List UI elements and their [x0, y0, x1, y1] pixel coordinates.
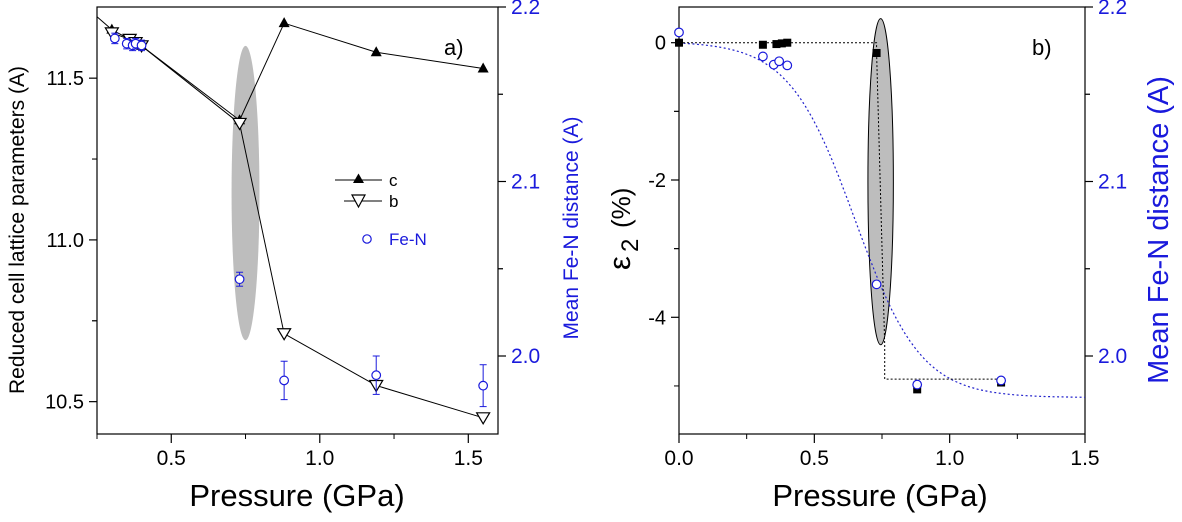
- y2-tick-label: 2.1: [511, 170, 540, 193]
- x-tick-label: 1.5: [1070, 447, 1099, 470]
- y2-tick-label: 2.0: [511, 345, 540, 368]
- fen-circle-point: [997, 376, 1006, 385]
- legend-c-marker: [353, 174, 364, 184]
- series-fen-point: [137, 41, 146, 50]
- series-b-point: [477, 413, 490, 424]
- panel-a-y2label: Mean Fe-N distance (A): [560, 117, 583, 340]
- fen-circle-point: [913, 380, 922, 389]
- y2-tick-label: 2.1: [1098, 170, 1127, 193]
- panel-b-ylabel-unit: (%): [606, 188, 636, 228]
- fen-circle-point: [775, 57, 784, 66]
- y-tick-label: -4: [648, 307, 666, 329]
- panel-b-label: b): [1032, 35, 1052, 60]
- panel-a-ylabel: Reduced cell lattice parameters (A): [6, 66, 29, 394]
- y-tick-label: 0: [655, 33, 666, 55]
- y2-tick-label: 2.2: [511, 0, 540, 19]
- legend-fen-label: Fe-N: [389, 230, 427, 249]
- panel-a-label: a): [444, 35, 464, 60]
- panel-b-ylabel: ε 2 (%): [602, 188, 644, 270]
- series-fen-point: [235, 275, 244, 284]
- series-fen-point: [111, 34, 120, 43]
- x-tick-label: 0.0: [664, 447, 693, 470]
- panel-b-ylabel-symbol: ε: [602, 256, 637, 270]
- panel-b: 0.0 0.5 1.0 1.5 0 -2 -4 2.0 2.1 2.2 b) Pressure…: [602, 0, 1175, 513]
- fen-circle-point: [675, 28, 684, 37]
- series-fen-point: [479, 381, 488, 390]
- x-tick-label: 1.0: [935, 447, 964, 470]
- x-tick-label: 0.5: [800, 447, 829, 470]
- y-tick-label: 10.5: [45, 392, 84, 414]
- y-tick-label: 11.5: [47, 68, 84, 90]
- x-tick-label: 0.5: [157, 447, 186, 470]
- series-c-point: [279, 17, 290, 27]
- fen-circle-point: [759, 52, 768, 61]
- legend-c-label: c: [389, 171, 398, 190]
- series-fen-point: [280, 376, 289, 385]
- panel-b-xlabel: Pressure (GPa): [772, 478, 987, 513]
- strain-square-point: [759, 41, 767, 49]
- legend-b-label: b: [389, 192, 398, 211]
- fen-circle-point: [783, 61, 792, 70]
- panel-b-y2label: Mean Fe-N distance (A): [1143, 76, 1175, 384]
- x-tick-label: 1.0: [305, 447, 334, 470]
- series-b-point: [278, 329, 291, 340]
- strain-step-line: [679, 43, 1001, 383]
- strain-square-point: [873, 49, 881, 57]
- y2-tick-label: 2.2: [1098, 0, 1127, 19]
- y-tick-label: -2: [648, 170, 666, 192]
- series-fen-point: [372, 371, 381, 380]
- legend-fen-marker: [363, 235, 371, 243]
- panel-a-xlabel: Pressure (GPa): [189, 478, 404, 513]
- fen-circle-point: [872, 280, 881, 289]
- series-b-line: [112, 33, 483, 418]
- y-tick-label: 11.0: [47, 230, 84, 252]
- shaded-transition-region: [232, 46, 260, 340]
- y2-tick-label: 2.0: [1098, 345, 1127, 368]
- x-tick-label: 1.5: [454, 447, 483, 470]
- series-c-line: [112, 23, 483, 120]
- panel-b-ylabel-sub: 2: [617, 239, 644, 252]
- strain-square-point: [783, 39, 791, 47]
- panel-a-legend: c b Fe-N: [335, 171, 427, 249]
- panel-a-plot-frame: [97, 7, 498, 434]
- panel-a: 0.5 1.0 1.5 10.5 11.0 11.5 2.0 2.1 2.2 a) Pres…: [6, 0, 583, 513]
